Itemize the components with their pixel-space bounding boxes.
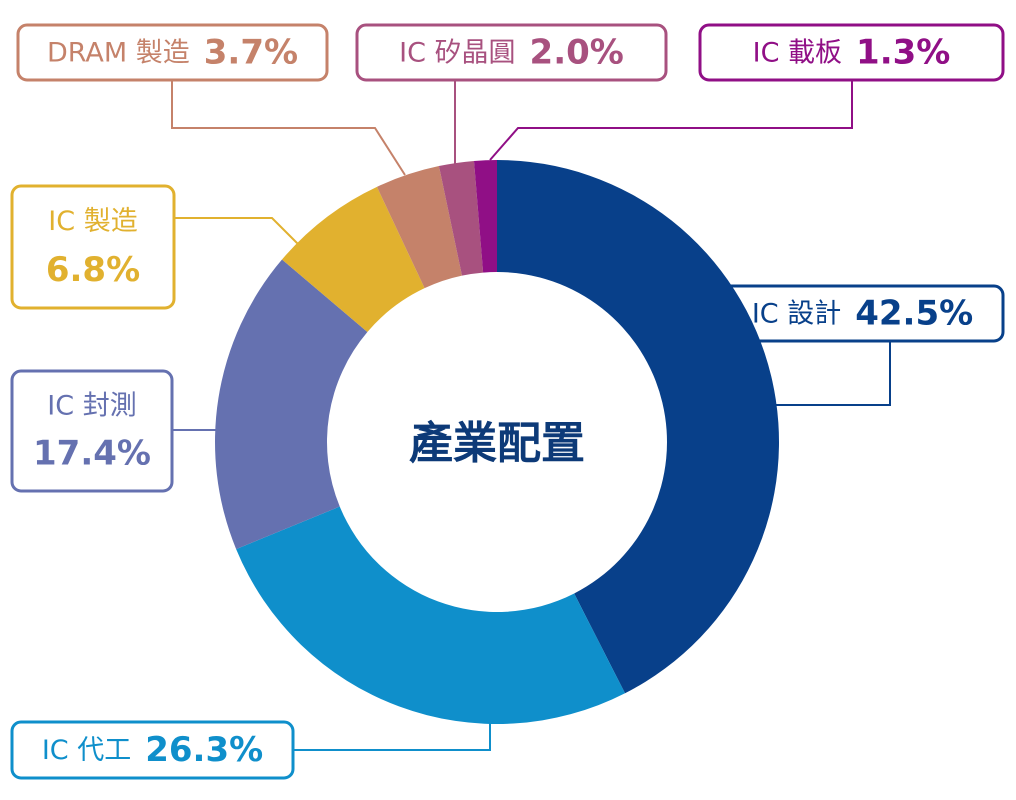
category-label: IC 矽晶圓 xyxy=(399,37,515,68)
label: IC 設計 42.5% xyxy=(720,284,1005,406)
value-label: 42.5% xyxy=(855,293,973,333)
chart-title: 產業配置 xyxy=(409,418,585,469)
leader-line xyxy=(293,722,491,751)
label: IC 製造 6.8% xyxy=(10,184,299,310)
category-label: DRAM 製造 xyxy=(47,37,190,68)
category-label: IC 代工 xyxy=(42,735,131,766)
donut-slice xyxy=(215,259,368,550)
leader-line xyxy=(174,217,299,245)
label: IC 矽晶圓 2.0% xyxy=(355,23,668,165)
label-box xyxy=(10,369,174,493)
donut-slice xyxy=(473,160,497,273)
label-text: IC 矽晶圓 2.0% xyxy=(399,32,624,72)
label: IC 載板 1.3% xyxy=(489,23,1005,161)
value-label: 3.7% xyxy=(204,32,298,72)
value-label: 1.3% xyxy=(856,32,950,72)
category-label: IC 載板 xyxy=(753,37,842,68)
label-text: IC 設計 42.5% xyxy=(752,293,973,333)
label: DRAM 製造 3.7% xyxy=(16,23,406,176)
donut-slice xyxy=(281,186,425,333)
category-label: IC 封測 xyxy=(47,391,136,422)
value-label: 2.0% xyxy=(530,32,624,72)
value-label: 26.3% xyxy=(145,730,263,770)
donut xyxy=(215,160,779,724)
label: IC 代工 26.3% xyxy=(10,720,491,780)
value-label: 17.4% xyxy=(33,434,151,474)
leader-line xyxy=(776,341,891,406)
label: IC 封測 17.4% xyxy=(10,369,216,493)
label-box xyxy=(16,23,329,82)
label-box xyxy=(10,720,295,780)
leader-line xyxy=(489,80,853,161)
label-box xyxy=(698,23,1005,82)
category-label: IC 製造 xyxy=(48,206,137,237)
label-text: DRAM 製造 3.7% xyxy=(47,32,298,72)
donut-slice xyxy=(438,160,484,276)
label-text: IC 代工 26.3% xyxy=(42,730,263,770)
label-text: IC 載板 1.3% xyxy=(753,32,951,72)
leader-line xyxy=(171,80,406,176)
label-box xyxy=(10,184,176,310)
donut-slice xyxy=(376,166,463,289)
label-box xyxy=(355,23,668,82)
category-label: IC 設計 xyxy=(752,298,841,329)
donut-slice xyxy=(236,506,626,724)
donut-slice xyxy=(497,160,779,694)
value-label: 6.8% xyxy=(46,250,140,290)
